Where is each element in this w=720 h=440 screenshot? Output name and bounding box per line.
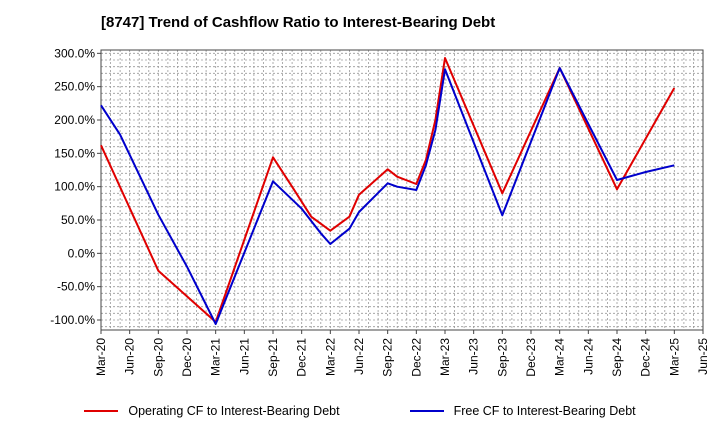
y-tick-label: 200.0% (54, 113, 95, 127)
x-tick-label: Sep-21 (266, 338, 280, 377)
x-tick-label: Jun-20 (123, 338, 137, 375)
x-tick-label: Dec-23 (524, 338, 538, 377)
series-line-operating-cf (100, 57, 676, 323)
x-tick-label: Jun-22 (352, 338, 366, 375)
x-tick-label: Jun-24 (581, 338, 595, 375)
x-tick-label: Jun-21 (237, 338, 251, 375)
x-tick-label: Mar-20 (94, 338, 108, 376)
series-line-free-cf (100, 67, 675, 325)
legend-item-free-cf: Free CF to Interest-Bearing Debt (409, 404, 636, 418)
x-tick-label: Dec-22 (409, 338, 423, 377)
y-tick-label: 250.0% (54, 80, 95, 94)
x-tick-label: Dec-21 (295, 338, 309, 377)
y-tick-label: -50.0% (57, 280, 95, 294)
x-tick-label: Mar-22 (323, 338, 337, 376)
x-tick-label: Sep-22 (381, 338, 395, 377)
y-tick-label: 150.0% (54, 146, 95, 160)
y-tick-label: 0.0% (68, 246, 96, 260)
legend-label-operating-cf: Operating CF to Interest-Bearing Debt (128, 404, 340, 418)
x-tick-label: Jun-25 (696, 338, 710, 375)
chart-legend: Operating CF to Interest-Bearing Debt Fr… (0, 404, 720, 418)
x-tick-label: Mar-24 (553, 338, 567, 376)
plot-frame (100, 49, 704, 331)
legend-swatch-operating-cf (84, 410, 119, 412)
x-tick-label: Sep-24 (610, 338, 624, 377)
chart-title: [8747] Trend of Cashflow Ratio to Intere… (101, 14, 496, 31)
legend-label-free-cf: Free CF to Interest-Bearing Debt (453, 404, 636, 418)
legend-item-operating-cf: Operating CF to Interest-Bearing Debt (84, 404, 340, 418)
x-tick-label: Sep-23 (495, 338, 509, 377)
x-tick-label: Jun-23 (467, 338, 481, 375)
y-tick-label: 300.0% (54, 46, 95, 60)
x-tick-label: Sep-20 (151, 338, 165, 377)
y-tick-label: -100.0% (50, 313, 95, 327)
y-tick-label: 50.0% (61, 213, 95, 227)
x-tick-label: Dec-20 (180, 338, 194, 377)
x-tick-label: Mar-21 (209, 338, 223, 376)
x-tick-label: Dec-24 (639, 338, 653, 377)
legend-swatch-free-cf (409, 410, 444, 412)
x-tick-label: Mar-25 (667, 338, 681, 376)
y-tick-label: 100.0% (54, 180, 95, 194)
x-tick-label: Mar-23 (438, 338, 452, 376)
plot-area (101, 50, 703, 330)
